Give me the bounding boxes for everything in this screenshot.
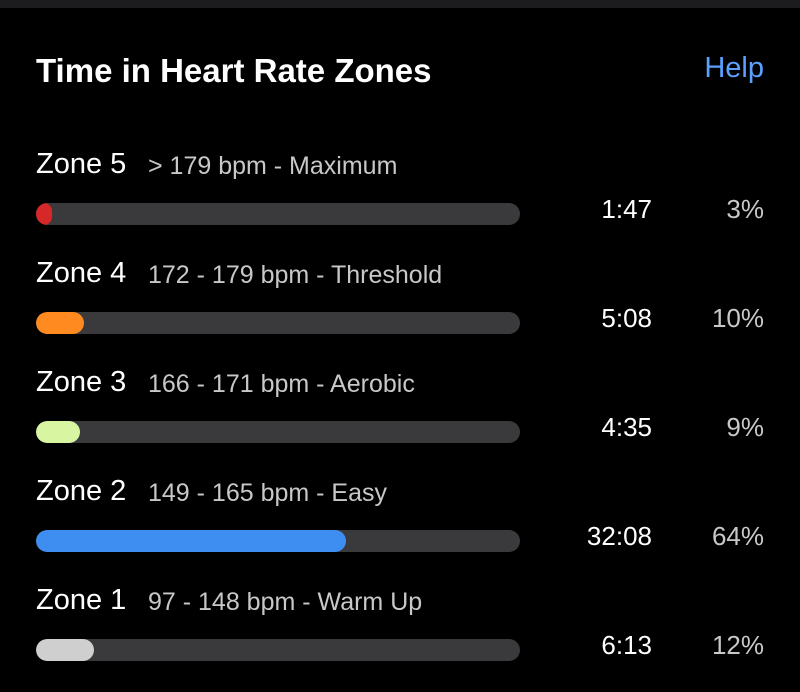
zone-progress-fill — [36, 203, 52, 225]
zone-percent: 9% — [726, 412, 764, 442]
zone-range: 97 - 148 bpm - Warm Up — [148, 588, 423, 616]
zone-progress-track — [36, 203, 520, 225]
zone-percent: 3% — [726, 194, 764, 224]
zone-name: Zone 2 — [36, 475, 127, 507]
zone-progress-fill — [36, 639, 94, 661]
zone-range: 149 - 165 bpm - Easy — [148, 479, 388, 507]
zone-time: 5:08 — [601, 303, 652, 333]
zone-time: 32:08 — [586, 521, 652, 551]
zone-percent: 10% — [711, 303, 764, 333]
zone-row-1: Zone 1 97 - 148 bpm - Warm Up 6:13 12% — [0, 584, 800, 692]
zone-progress-fill — [36, 421, 80, 443]
card-title: Time in Heart Rate Zones — [36, 52, 432, 89]
zone-range: 172 - 179 bpm - Threshold — [148, 261, 443, 289]
zone-range: > 179 bpm - Maximum — [148, 152, 398, 180]
top-divider — [0, 0, 800, 8]
zone-range: 166 - 171 bpm - Aerobic — [148, 370, 415, 398]
zone-progress-fill — [36, 530, 346, 552]
help-link[interactable]: Help — [704, 52, 764, 84]
zone-row-3: Zone 3 166 - 171 bpm - Aerobic 4:35 9% — [0, 366, 800, 474]
zone-name: Zone 3 — [36, 366, 127, 398]
zone-row-2: Zone 2 149 - 165 bpm - Easy 32:08 64% — [0, 475, 800, 583]
zone-percent: 64% — [711, 521, 764, 551]
zone-progress-track — [36, 639, 520, 661]
zone-name: Zone 4 — [36, 257, 127, 289]
zone-name: Zone 5 — [36, 148, 127, 180]
zone-progress-track — [36, 312, 520, 334]
zone-row-4: Zone 4 172 - 179 bpm - Threshold 5:08 10… — [0, 257, 800, 365]
zone-row-5: Zone 5 > 179 bpm - Maximum 1:47 3% — [0, 148, 800, 256]
heart-rate-zones-card: Time in Heart Rate Zones Help Zone 5 > 1… — [0, 8, 800, 687]
zone-time: 4:35 — [601, 412, 652, 442]
zone-progress-track — [36, 530, 520, 552]
zone-name: Zone 1 — [36, 584, 127, 616]
zone-percent: 12% — [711, 630, 764, 660]
zone-time: 6:13 — [601, 630, 652, 660]
zone-progress-fill — [36, 312, 84, 334]
zone-time: 1:47 — [601, 194, 652, 224]
zone-progress-track — [36, 421, 520, 443]
